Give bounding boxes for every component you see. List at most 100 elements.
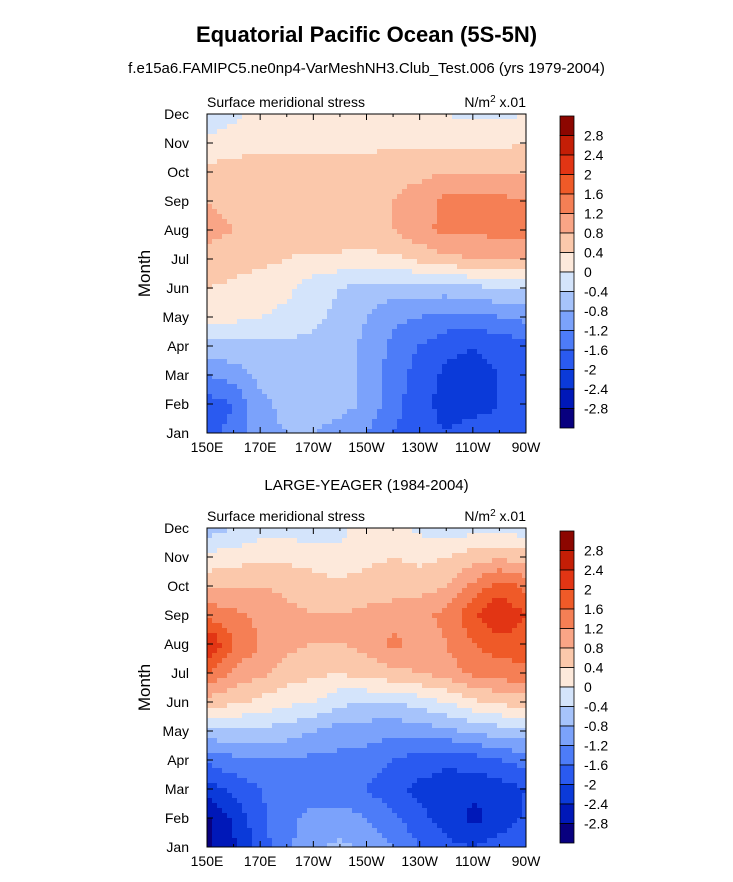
contour-cell	[337, 578, 343, 584]
contour-cell	[287, 219, 293, 225]
contour-cell	[207, 553, 213, 559]
contour-cell	[472, 264, 478, 270]
contour-cell	[457, 144, 463, 150]
contour-field	[207, 114, 527, 434]
contour-cell	[237, 144, 243, 150]
contour-cell	[497, 379, 503, 385]
contour-cell	[247, 284, 253, 290]
contour-cell	[397, 558, 403, 564]
contour-cell	[452, 538, 458, 544]
contour-cell	[497, 568, 503, 574]
contour-cell	[237, 334, 243, 340]
contour-cell	[482, 414, 488, 420]
contour-cell	[482, 349, 488, 355]
contour-cell	[497, 199, 503, 205]
contour-cell	[237, 149, 243, 155]
contour-cell	[407, 254, 413, 260]
contour-cell	[512, 164, 518, 170]
contour-cell	[487, 259, 493, 265]
contour-cell	[507, 548, 513, 554]
contour-cell	[312, 538, 318, 544]
contour-cell	[312, 583, 318, 589]
contour-cell	[447, 119, 453, 125]
contour-cell	[207, 319, 213, 325]
contour-cell	[492, 384, 498, 390]
contour-cell	[247, 279, 253, 285]
contour-cell	[227, 134, 233, 140]
contour-cell	[217, 304, 223, 310]
contour-cell	[382, 139, 388, 145]
contour-cell	[482, 234, 488, 240]
contour-cell	[377, 324, 383, 330]
contour-cell	[447, 578, 453, 584]
contour-cell	[247, 174, 253, 180]
contour-cell	[212, 144, 218, 150]
contour-cell	[247, 578, 253, 584]
contour-cell	[282, 289, 288, 295]
contour-cell	[262, 394, 268, 400]
contour-cell	[392, 399, 398, 405]
contour-cell	[222, 254, 228, 260]
contour-cell	[427, 129, 433, 135]
contour-cell	[387, 543, 393, 549]
contour-cell	[262, 119, 268, 125]
contour-cell	[232, 369, 238, 375]
contour-cell	[222, 189, 228, 195]
contour-cell	[327, 349, 333, 355]
contour-cell	[387, 314, 393, 320]
contour-cell	[407, 558, 413, 564]
contour-cell	[277, 543, 283, 549]
contour-cell	[372, 204, 378, 210]
contour-cell	[347, 199, 353, 205]
contour-cell	[427, 294, 433, 300]
contour-cell	[332, 344, 338, 350]
contour-cell	[302, 314, 308, 320]
contour-cell	[292, 344, 298, 350]
contour-cell	[237, 409, 243, 415]
contour-cell	[452, 234, 458, 240]
contour-cell	[217, 254, 223, 260]
contour-cell	[252, 424, 258, 430]
contour-cell	[207, 249, 213, 255]
x-tick-label: 150W	[348, 439, 385, 455]
contour-cell	[232, 234, 238, 240]
contour-cell	[397, 169, 403, 175]
contour-cell	[257, 553, 263, 559]
contour-cell	[412, 119, 418, 125]
contour-cell	[522, 149, 527, 155]
contour-cell	[452, 264, 458, 270]
contour-cell	[257, 249, 263, 255]
contour-cell	[262, 279, 268, 285]
contour-cell	[207, 543, 213, 549]
contour-cell	[367, 533, 373, 539]
contour-cell	[237, 114, 243, 120]
contour-cell	[312, 578, 318, 584]
contour-cell	[507, 184, 513, 190]
contour-cell	[247, 339, 253, 345]
contour-cell	[342, 254, 348, 260]
contour-cell	[367, 553, 373, 559]
contour-cell	[247, 538, 253, 544]
contour-cell	[357, 239, 363, 245]
contour-cell	[402, 354, 408, 360]
contour-cell	[357, 394, 363, 400]
contour-cell	[272, 419, 278, 425]
contour-cell	[432, 114, 438, 120]
contour-cell	[512, 299, 518, 305]
contour-cell	[227, 294, 233, 300]
contour-cell	[382, 329, 388, 335]
contour-cell	[402, 199, 408, 205]
contour-cell	[357, 324, 363, 330]
contour-cell	[282, 214, 288, 220]
contour-cell	[277, 179, 283, 185]
contour-cell	[377, 409, 383, 415]
contour-cell	[512, 189, 518, 195]
contour-cell	[307, 199, 313, 205]
contour-cell	[387, 249, 393, 255]
contour-cell	[237, 124, 243, 130]
contour-cell	[452, 214, 458, 220]
contour-cell	[397, 414, 403, 420]
contour-cell	[502, 404, 508, 410]
y-axis-title: Month	[135, 250, 154, 297]
contour-cell	[412, 289, 418, 295]
